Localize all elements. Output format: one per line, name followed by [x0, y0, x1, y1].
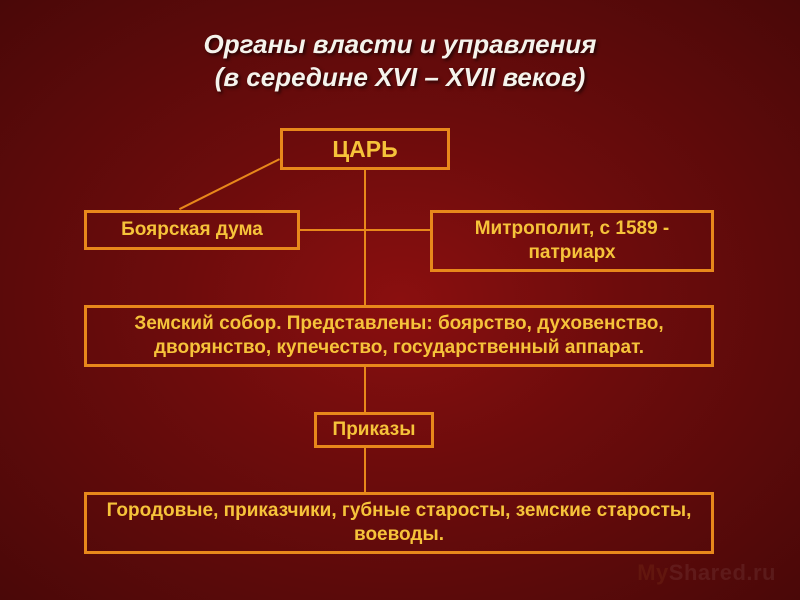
- node-tsar: ЦАРЬ: [280, 128, 450, 170]
- node-local: Городовые, приказчики, губные старосты, …: [84, 492, 714, 554]
- edge-3: [364, 367, 366, 412]
- edge-4: [364, 448, 366, 492]
- node-prikazy: Приказы: [314, 412, 434, 448]
- edge-2: [179, 158, 280, 210]
- node-zemsky: Земский собор. Представлены: боярство, д…: [84, 305, 714, 367]
- node-metropolitan: Митрополит, с 1589 - патриарх: [430, 210, 714, 272]
- edge-1: [300, 229, 430, 231]
- edge-0: [364, 170, 366, 305]
- node-duma: Боярская дума: [84, 210, 300, 250]
- diagram-canvas: ЦАРЬ Боярская дума Митрополит, с 1589 - па…: [0, 0, 800, 600]
